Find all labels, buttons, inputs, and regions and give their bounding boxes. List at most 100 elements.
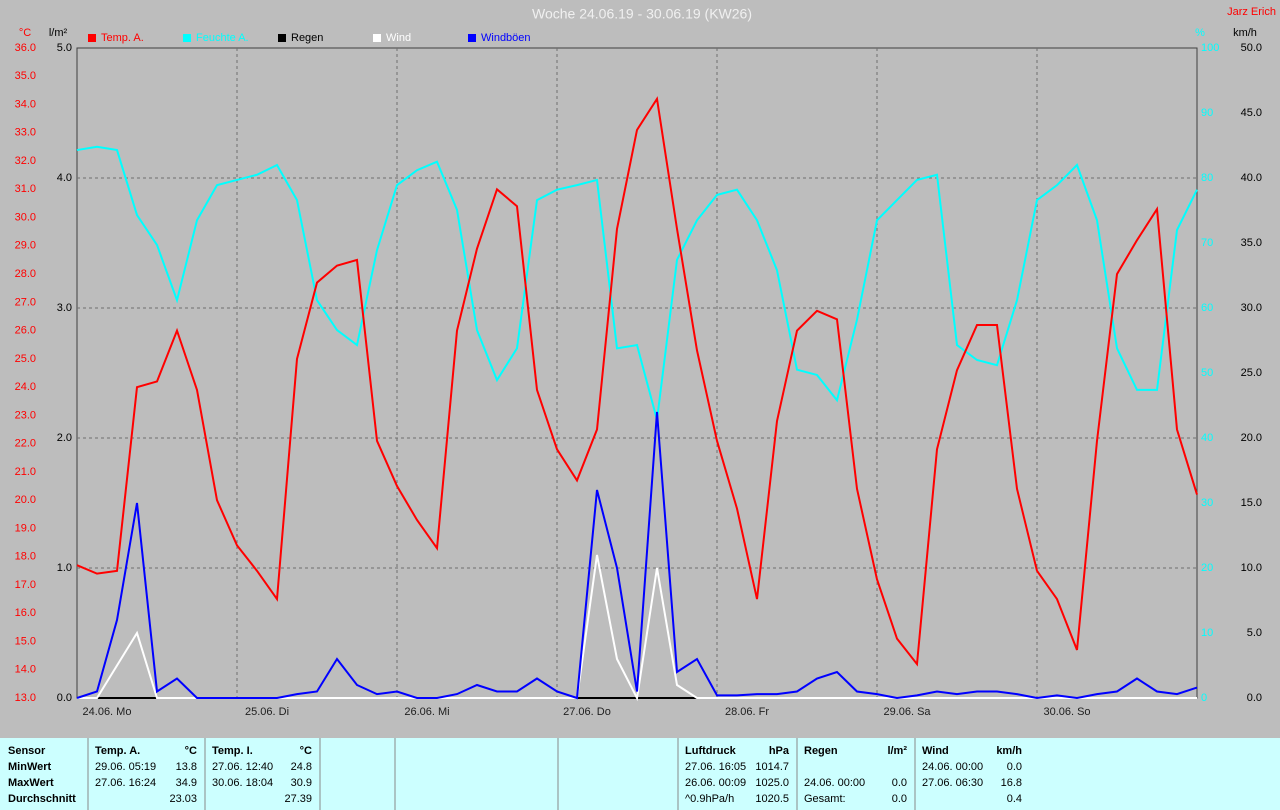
y-tick-label: 18.0 bbox=[15, 551, 36, 563]
y-tick-label: 40.0 bbox=[1241, 172, 1262, 184]
cell-value: 23.03 bbox=[169, 793, 197, 805]
column-unit: km/h bbox=[996, 745, 1022, 757]
x-tick-label: 25.06. Di bbox=[245, 706, 289, 718]
y-tick-label: 90 bbox=[1201, 107, 1213, 119]
stats-table: Sensor MinWert MaxWert Durchschnitt Temp. A.… bbox=[0, 738, 1280, 810]
series-line bbox=[76, 96, 1198, 667]
y-tick-label: 21.0 bbox=[15, 466, 36, 478]
cell: 24.06. 00:00 bbox=[922, 761, 983, 773]
chart: Woche 24.06.19 - 30.06.19 (KW26) Jarz Er… bbox=[15, 6, 1276, 718]
y-tick-label: 25.0 bbox=[15, 353, 36, 365]
y-tick-label: 14.0 bbox=[15, 664, 36, 676]
axis-unit: km/h bbox=[1233, 27, 1257, 39]
y-tick-label: 16.0 bbox=[15, 607, 36, 619]
cell-value: 0.0 bbox=[1007, 761, 1022, 773]
y-tick-label: 35.0 bbox=[1241, 237, 1262, 249]
y-tick-label: 4.0 bbox=[57, 172, 72, 184]
column-header: Wind bbox=[922, 745, 949, 757]
y-tick-label: 100 bbox=[1201, 42, 1219, 54]
column-unit: °C bbox=[185, 745, 197, 757]
y-tick-label: 3.0 bbox=[57, 302, 72, 314]
y-tick-label: 1.0 bbox=[57, 562, 72, 574]
y-tick-label: 5.0 bbox=[57, 42, 72, 54]
legend-swatch bbox=[183, 34, 191, 42]
chart-title: Woche 24.06.19 - 30.06.19 (KW26) bbox=[532, 6, 752, 22]
cell-value: 16.8 bbox=[1001, 777, 1022, 789]
row-label: Sensor bbox=[8, 745, 46, 757]
x-tick-label: 30.06. So bbox=[1043, 706, 1090, 718]
y-tick-label: 30.0 bbox=[15, 211, 36, 223]
x-tick-label: 24.06. Mo bbox=[83, 706, 132, 718]
y-tick-label: 33.0 bbox=[15, 127, 36, 139]
y-tick-label: 0 bbox=[1201, 692, 1207, 704]
y-tick-label: 19.0 bbox=[15, 522, 36, 534]
series-line bbox=[76, 411, 1198, 700]
legend-swatch bbox=[278, 34, 286, 42]
legend-swatch bbox=[88, 34, 96, 42]
cell: 27.06. 12:40 bbox=[212, 761, 273, 773]
y-tick-label: 34.0 bbox=[15, 98, 36, 110]
y-tick-label: 25.0 bbox=[1241, 367, 1262, 379]
y-tick-label: 15.0 bbox=[15, 635, 36, 647]
y-tick-label: 60 bbox=[1201, 302, 1213, 314]
column-unit: °C bbox=[300, 745, 312, 757]
y-tick-label: 22.0 bbox=[15, 438, 36, 450]
column-unit: l/m² bbox=[887, 745, 907, 757]
cell: 24.06. 00:00 bbox=[804, 777, 865, 789]
y-tick-label: 0.0 bbox=[57, 692, 72, 704]
y-tick-label: 10.0 bbox=[1241, 562, 1262, 574]
cell-value: 30.9 bbox=[291, 777, 312, 789]
y-tick-label: 40 bbox=[1201, 432, 1213, 444]
plot-area bbox=[76, 47, 1198, 699]
cell-value: 0.0 bbox=[892, 777, 907, 789]
series-line bbox=[77, 554, 1197, 702]
x-tick-label: 26.06. Mi bbox=[404, 706, 449, 718]
cell: ^0.9hPa/h bbox=[685, 793, 734, 805]
cell: 27.06. 16:24 bbox=[95, 777, 156, 789]
y-tick-label: 2.0 bbox=[57, 432, 72, 444]
y-tick-label: 26.0 bbox=[15, 325, 36, 337]
y-tick-label: 35.0 bbox=[15, 70, 36, 82]
cell: 30.06. 18:04 bbox=[212, 777, 273, 789]
axis-unit: % bbox=[1195, 27, 1205, 39]
y-tick-label: 30.0 bbox=[1241, 302, 1262, 314]
axis-unit: °C bbox=[19, 27, 31, 39]
y-tick-label: 10 bbox=[1201, 627, 1213, 639]
cell-value: 1025.0 bbox=[755, 777, 789, 789]
y-tick-label: 50.0 bbox=[1241, 42, 1262, 54]
y-tick-label: 27.0 bbox=[15, 296, 36, 308]
column-header: Luftdruck bbox=[685, 745, 737, 757]
cell: 27.06. 16:05 bbox=[685, 761, 746, 773]
legend-label: Feuchte A. bbox=[196, 32, 249, 44]
y-tick-label: 32.0 bbox=[15, 155, 36, 167]
series-line bbox=[76, 145, 1198, 421]
y-tick-label: 0.0 bbox=[1247, 692, 1262, 704]
column-unit: hPa bbox=[769, 745, 790, 757]
cell-value: 1020.5 bbox=[755, 793, 789, 805]
y-tick-label: 50 bbox=[1201, 367, 1213, 379]
y-tick-label: 20.0 bbox=[1241, 432, 1262, 444]
x-tick-label: 29.06. Sa bbox=[883, 706, 931, 718]
cell: 26.06. 00:09 bbox=[685, 777, 746, 789]
y-tick-label: 29.0 bbox=[15, 240, 36, 252]
axis-unit: l/m² bbox=[49, 27, 68, 39]
y-tick-label: 30 bbox=[1201, 497, 1213, 509]
y-tick-label: 5.0 bbox=[1247, 627, 1262, 639]
legend-label: Regen bbox=[291, 32, 323, 44]
legend-swatch bbox=[373, 34, 381, 42]
column-header: Temp. A. bbox=[95, 745, 140, 757]
legend-label: Wind bbox=[386, 32, 411, 44]
column-header: Regen bbox=[804, 745, 838, 757]
cell-value: 24.8 bbox=[291, 761, 312, 773]
cell-value: 0.0 bbox=[892, 793, 907, 805]
y-tick-label: 28.0 bbox=[15, 268, 36, 280]
y-tick-label: 31.0 bbox=[15, 183, 36, 195]
legend-swatch bbox=[468, 34, 476, 42]
row-label: Durchschnitt bbox=[8, 793, 76, 805]
row-label: MinWert bbox=[8, 761, 52, 773]
y-tick-label: 17.0 bbox=[15, 579, 36, 591]
legend-label: Temp. A. bbox=[101, 32, 144, 44]
y-tick-label: 80 bbox=[1201, 172, 1213, 184]
y-tick-label: 23.0 bbox=[15, 409, 36, 421]
